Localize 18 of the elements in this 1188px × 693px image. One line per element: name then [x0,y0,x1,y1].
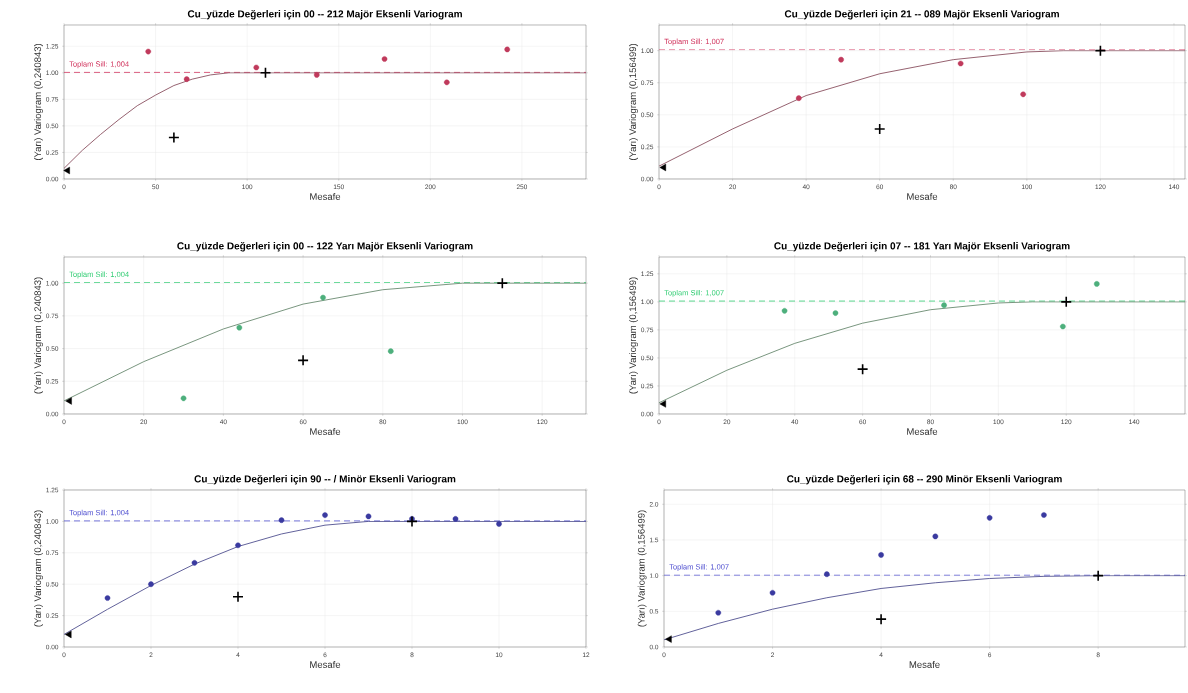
y-axis-title: (Yarı) Variogram (0,240843) [34,510,43,627]
x-axis-title: Mesafe [907,427,938,435]
x-axis-title: Mesafe [909,660,940,668]
y-axis-title: (Yarı) Variogram (0,156499) [629,277,638,394]
y-axis-title: (Yarı) Variogram (0,240843) [34,277,43,394]
y-axis-title: (Yarı) Variogram (0,156499) [629,43,638,161]
chart-title: Cu_yüzde Değerleri için 68 -- 290 Minör Eksenli Variogram [787,474,1062,485]
chart-title: Cu_yüzde Değerleri için 90 -- / Minör Eksenli Variogram [194,474,456,485]
chart-title: Cu_yüzde Değerleri için 00 -- 212 Majör Eksenli Variogram [187,9,462,20]
x-axis-title: Mesafe [907,192,938,200]
chart-title: Cu_yüzde Değerleri için 21 -- 089 Majör Eksenli Variogram [784,9,1059,20]
x-axis-title: Mesafe [310,427,341,435]
x-axis-title: Mesafe [310,660,341,668]
chart-title: Cu_yüzde Değerleri için 00 -- 122 Yarı Majör Eksenli Variogram [177,241,473,252]
y-axis-title: (Yarı) Variogram (0,156499) [637,510,647,627]
chart-title: Cu_yüzde Değerleri için 07 -- 181 Yarı Majör Eksenli Variogram [774,241,1070,252]
y-axis-title: (Yarı) Variogram (0,240843) [34,43,43,161]
x-axis-title: Mesafe [310,192,341,200]
